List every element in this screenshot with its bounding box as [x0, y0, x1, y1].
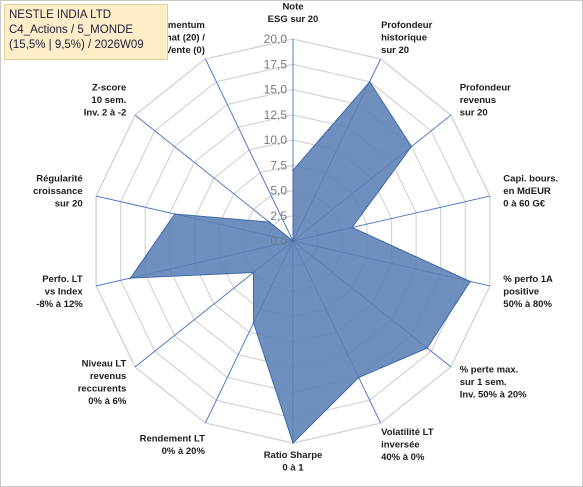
axis-category-label: Niveau LT revenus reccurents 0% à 6% [78, 358, 127, 407]
data-point [426, 347, 429, 349]
data-point [357, 376, 360, 379]
tick-label: 5,0 [270, 184, 287, 198]
data-point [410, 145, 413, 148]
title-line-3: (15,5% | 9,5%) / 2026W09 [9, 39, 144, 51]
data-point [351, 226, 353, 229]
axis-category-label: % perte max. sur 1 sem. Inv. 50% à 20% [460, 365, 527, 401]
data-point [174, 213, 176, 215]
axis-category-label: % perfo 1A positive 50% à 80% [503, 274, 553, 310]
tick-label: 20,0 [264, 32, 288, 46]
tick-label: 2,5 [270, 209, 287, 223]
axis-category-label: Profondeur historique sur 20 [381, 20, 432, 56]
data-layer [129, 80, 472, 444]
axis-category-label: Z-score 10 sem. Inv. 2 à -2 [84, 83, 127, 119]
data-point [292, 240, 294, 242]
data-point [252, 322, 255, 324]
tick-label: 7,5 [270, 158, 287, 172]
axis-category-label: Régularité croissance sur 20 [33, 173, 83, 209]
data-point [469, 280, 472, 283]
tick-label: 10,0 [264, 133, 288, 147]
data-point [268, 221, 271, 223]
data-point [368, 81, 371, 83]
tick-label: 15,0 [264, 83, 288, 97]
axis-category-label: Profondeur revenus sur 20 [460, 83, 511, 119]
axis-category-label: Note ESG sur 20 [268, 1, 319, 25]
axis-category-label: Capi. bours. en MdEUR 0 à 60 G€ [503, 173, 558, 209]
data-point [292, 169, 294, 172]
data-point [292, 442, 294, 444]
axis-spoke [204, 58, 294, 242]
axis-category-label: Momentum Achat (20) / Vente (0) [154, 20, 206, 56]
tick-label: 12,5 [264, 108, 288, 122]
title-line-1: NESTLE INDIA LTD [9, 9, 112, 21]
axis-spoke [134, 114, 294, 242]
data-point [129, 277, 132, 279]
axis-category-label: Volatilité LT inversée 40% à 0% [381, 427, 434, 463]
label-layer: 0,0 2,5 5,0 7,5 10,0 12,5 15,0 17,5 20,0 Note ESG … [33, 1, 558, 473]
title-line-2: C4_Actions / 5_MONDE [9, 24, 133, 36]
axis-category-label: Rendement LT 0% à 20% [140, 434, 206, 458]
data-series-area [129, 80, 471, 444]
data-point [252, 271, 255, 274]
axis-category-label: Ratio Sharpe 0 à 1 [264, 450, 323, 474]
tick-label: 17,5 [264, 57, 288, 71]
tick-label: 0,0 [270, 234, 287, 248]
axis-category-label: Perfo. LT vs Index -8% à 12% [36, 274, 83, 310]
chart-title-box: NESTLE INDIA LTD C4_Actions / 5_MONDE (1… [4, 4, 168, 60]
